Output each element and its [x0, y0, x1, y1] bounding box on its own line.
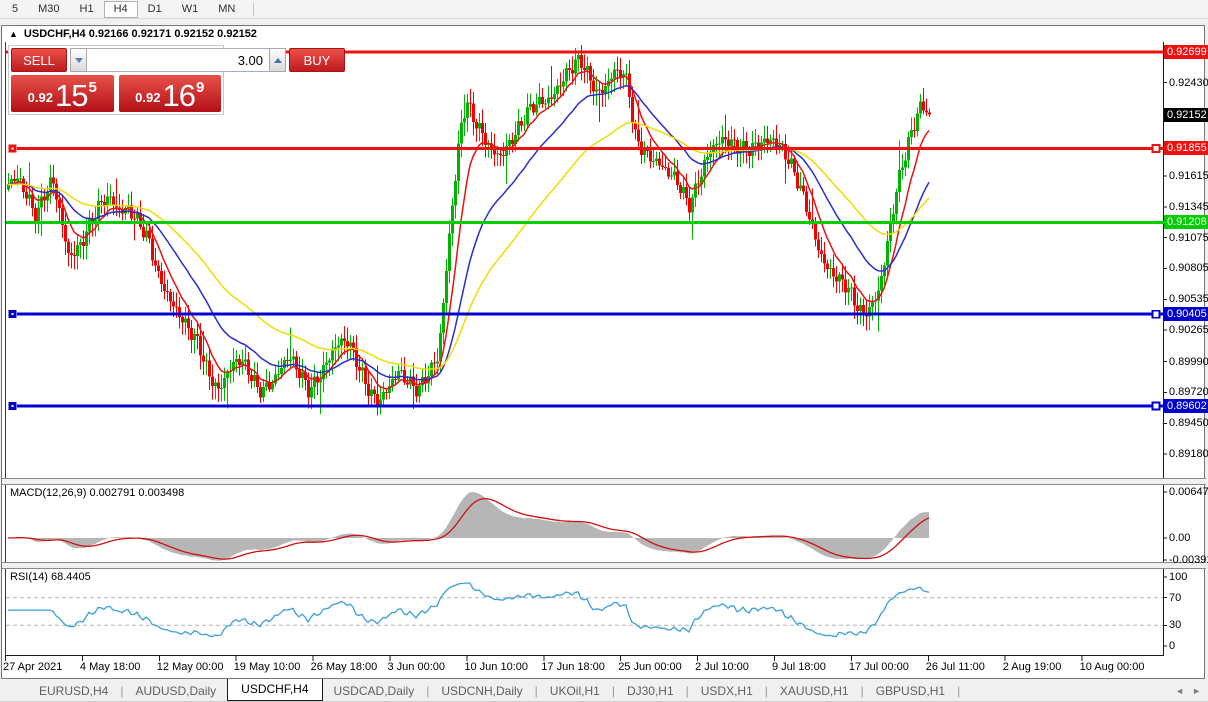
- symbol-tab-usdcad[interactable]: USDCAD,Daily: [333, 683, 415, 698]
- time-axis-label-11: 17 Jul 00:00: [848, 661, 909, 673]
- volume-increase-button[interactable]: [269, 48, 286, 72]
- time-axis-label-5: 3 Jun 00:00: [387, 661, 446, 673]
- timeframe-button-5[interactable]: 5: [12, 2, 19, 15]
- symbol-tab-dj30[interactable]: DJ30,H1: [626, 683, 674, 698]
- timeframe-button-w1[interactable]: W1: [181, 2, 199, 15]
- macd-indicator-label: MACD(12,26,9) 0.002791 0.003498: [10, 487, 185, 499]
- sell-price-tile[interactable]: 0.92 15 5: [11, 75, 114, 112]
- symbol-tab-xauusd[interactable]: XAUUSD,H1: [779, 683, 849, 698]
- rsi-window-splitter[interactable]: [2, 562, 1206, 569]
- volume-input[interactable]: [87, 48, 269, 72]
- price-axis-label-0.91615: 0.91615: [1169, 169, 1208, 182]
- tab-separator: |: [957, 683, 961, 698]
- rsi-axis-0: 0: [1169, 640, 1176, 652]
- time-axis-label-10: 9 Jul 18:00: [772, 661, 826, 673]
- sell-price-big: 15: [54, 78, 88, 113]
- trade-panel-price-row: 0.92 15 5 0.92 16 9: [11, 75, 221, 112]
- timeframe-toolbar: 5 M30 H1 H4 D1 W1 MN: [0, 0, 1208, 19]
- price-axis-label-0.90265: 0.90265: [1169, 324, 1208, 337]
- macd-axis-max: 0.00647: [1169, 486, 1208, 498]
- time-axis-label-8: 25 Jun 00:00: [618, 661, 682, 673]
- time-axis-label-14: 10 Aug 00:00: [1079, 661, 1145, 673]
- macd-window-splitter[interactable]: [2, 478, 1206, 485]
- current-price-label: 0.92152: [1164, 107, 1208, 122]
- tab-scroll-left-button[interactable]: ◄: [1175, 686, 1185, 696]
- chart-window: [1, 25, 1205, 679]
- trade-panel-top-row: SELL BUY: [11, 48, 345, 72]
- time-axis-label-4: 26 May 18:00: [310, 661, 378, 673]
- price-axis-label-0.89450: 0.89450: [1169, 417, 1208, 430]
- price-axis-label-0.91345: 0.91345: [1169, 200, 1208, 213]
- price-line-label-0.91855: 0.91855: [1164, 141, 1208, 156]
- symbol-tab-ukoil[interactable]: UKOil,H1: [549, 683, 600, 698]
- volume-decrease-button[interactable]: [70, 48, 87, 72]
- rsi-axis-70: 70: [1169, 591, 1182, 604]
- buy-button[interactable]: BUY: [289, 48, 345, 72]
- macd-axis-min: -0.003916: [1169, 554, 1208, 566]
- time-axis-label-9: 2 Jul 10:00: [695, 661, 749, 673]
- price-axis-label-0.91075: 0.91075: [1169, 231, 1208, 244]
- price-axis-label-0.89720: 0.89720: [1169, 386, 1208, 399]
- price-line-label-0.91208: 0.91208: [1164, 215, 1208, 230]
- symbol-tab-eurusd[interactable]: EURUSD,H4: [39, 683, 109, 698]
- toolbar-separator: [253, 2, 255, 16]
- time-axis-label-0: 27 Apr 2021: [3, 661, 63, 673]
- tab-separator: |: [426, 683, 430, 698]
- timeframe-button-m30[interactable]: M30: [38, 2, 60, 15]
- triangle-up-icon: [273, 57, 282, 63]
- tab-separator: |: [120, 683, 124, 698]
- symbol-tab-bar: EURUSD,H4 | AUDUSD,Daily USDCHF,H4 USDCAD,Da…: [0, 678, 1208, 702]
- tab-scroll-right-button[interactable]: ►: [1192, 686, 1201, 696]
- timeframe-button-h1[interactable]: H1: [79, 2, 94, 15]
- symbol-tab-gbpusd[interactable]: GBPUSD,H1: [875, 683, 946, 698]
- price-axis-label-0.89180: 0.89180: [1169, 448, 1208, 461]
- triangle-down-icon: [74, 57, 83, 63]
- price-axis-label-0.90535: 0.90535: [1169, 293, 1208, 306]
- time-axis-label-2: 12 May 00:00: [156, 661, 224, 673]
- sell-price-sup: 5: [88, 79, 97, 96]
- time-axis-label-13: 2 Aug 19:00: [1002, 661, 1062, 673]
- time-axis-label-1: 4 May 18:00: [79, 661, 141, 673]
- symbol-tab-usdchf[interactable]: USDCHF,H4: [227, 678, 323, 701]
- time-axis-label-3: 19 May 10:00: [233, 661, 301, 673]
- symbol-tab-audusd[interactable]: AUDUSD,Daily: [135, 683, 217, 698]
- macd-axis-zero: 0.00: [1169, 532, 1191, 544]
- sell-button[interactable]: SELL: [11, 48, 67, 72]
- symbol-tab-usdx[interactable]: USDX,H1: [700, 683, 753, 698]
- tab-separator: |: [611, 683, 615, 698]
- price-line-label-0.92699: 0.92699: [1164, 45, 1208, 59]
- timeframe-button-h4[interactable]: H4: [103, 0, 138, 18]
- symbol-tab-usdcnh[interactable]: USDCNH,Daily: [441, 683, 523, 698]
- timeframe-button-mn[interactable]: MN: [218, 2, 236, 15]
- chart-title: ▲ USDCHF,H4 0.92166 0.92171 0.92152 0.92…: [9, 28, 257, 40]
- tab-separator: |: [685, 683, 689, 698]
- time-axis-label-7: 17 Jun 18:00: [541, 661, 605, 673]
- sell-price-prefix: 0.92: [27, 90, 53, 105]
- volume-stepper: [70, 48, 286, 72]
- price-axis-label-0.90805: 0.90805: [1169, 262, 1208, 275]
- rsi-axis-30: 30: [1169, 619, 1182, 632]
- tab-separator: |: [860, 683, 864, 698]
- timeframe-button-d1[interactable]: D1: [147, 2, 162, 15]
- time-axis-label-12: 26 Jul 11:00: [925, 661, 985, 673]
- tab-separator: |: [764, 683, 768, 698]
- time-axis-label-6: 10 Jun 10:00: [464, 661, 529, 673]
- rsi-axis-100: 100: [1169, 571, 1188, 583]
- price-axis-label-0.92430: 0.92430: [1169, 76, 1208, 89]
- rsi-indicator-label: RSI(14) 68.4405: [10, 571, 91, 583]
- price-axis-label-0.89990: 0.89990: [1169, 355, 1208, 368]
- buy-price-prefix: 0.92: [135, 90, 161, 105]
- price-line-label-0.89602: 0.89602: [1164, 398, 1208, 413]
- tab-separator: |: [534, 683, 538, 698]
- buy-price-sup: 9: [195, 79, 205, 96]
- price-line-label-0.90405: 0.90405: [1164, 307, 1208, 322]
- collapse-triangle-icon[interactable]: ▲: [9, 28, 18, 39]
- chart-title-text: USDCHF,H4 0.92166 0.92171 0.92152 0.9215…: [23, 28, 257, 40]
- buy-price-big: 16: [162, 78, 195, 113]
- buy-price-tile[interactable]: 0.92 16 9: [118, 75, 221, 113]
